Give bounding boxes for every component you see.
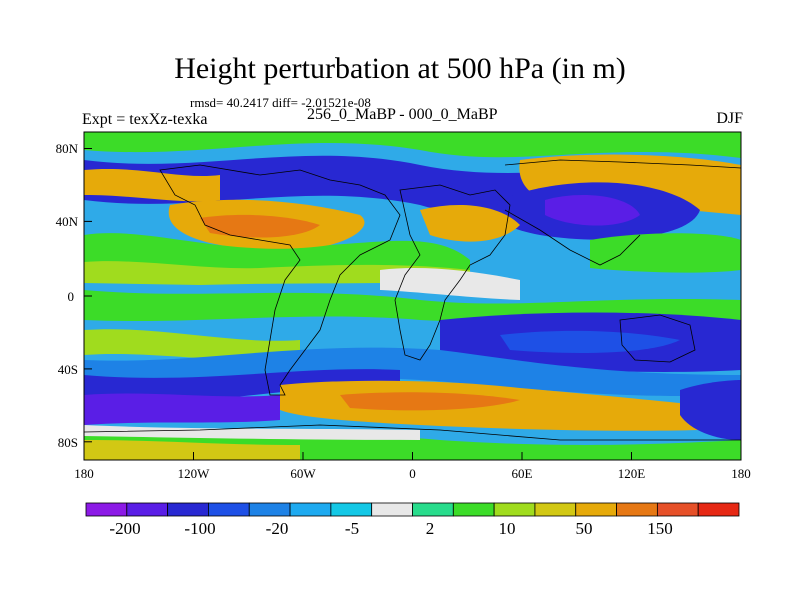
colorbar-label: 150	[647, 519, 673, 538]
stats-line: rmsd= 40.2417 diff= -2.01521e-08	[190, 95, 371, 110]
colorbar-swatch	[167, 502, 209, 517]
colorbar-swatch	[85, 502, 128, 517]
x-tick-label: 180	[731, 466, 751, 481]
colorbar-labels: -200 -100 -20 -5 2 10 50 150	[109, 519, 672, 538]
y-tick-label: 80S	[58, 435, 78, 450]
subtitle: 256_0_MaBP - 000_0_MaBP	[307, 106, 498, 123]
colorbar-swatch	[656, 502, 699, 517]
colorbar-swatch	[534, 502, 577, 517]
colorbar-swatch	[126, 502, 169, 517]
experiment-label: Expt = texXz-texka	[82, 111, 208, 128]
colorbar	[85, 502, 740, 517]
x-tick-label: 60W	[290, 466, 316, 481]
colorbar-label: -5	[345, 519, 359, 538]
colorbar-swatch	[371, 502, 413, 517]
y-tick-label: 80N	[56, 141, 79, 156]
colorbar-label: -200	[109, 519, 140, 538]
axis-ticks	[83, 148, 742, 460]
x-tick-label: 60E	[512, 466, 533, 481]
colorbar-swatch	[493, 502, 536, 517]
colorbar-label: -20	[266, 519, 289, 538]
colorbar-swatch	[697, 502, 740, 517]
colorbar-swatch	[452, 502, 495, 517]
x-tick-label: 120E	[618, 466, 646, 481]
x-tick-label: 120W	[178, 466, 211, 481]
colorbar-swatch	[208, 502, 250, 517]
colorbar-swatch	[412, 502, 454, 517]
y-tick-label: 0	[68, 289, 75, 304]
colorbar-swatch	[616, 502, 658, 517]
colorbar-swatch	[330, 502, 373, 517]
colorbar-label: -100	[184, 519, 215, 538]
colorbar-label: 50	[576, 519, 593, 538]
y-tick-labels: 80N 40N 0 40S 80S	[56, 141, 79, 450]
colorbar-swatch	[248, 502, 291, 517]
colorbar-swatch	[575, 502, 617, 517]
colorbar-label: 10	[499, 519, 516, 538]
colorbar-label: 2	[426, 519, 435, 538]
y-tick-label: 40N	[56, 214, 79, 229]
contour-field	[84, 132, 741, 460]
colorbar-swatch	[289, 502, 332, 517]
x-tick-label: 180	[74, 466, 94, 481]
map-title: Height perturbation at 500 hPa (in m)	[174, 52, 626, 85]
y-tick-label: 40S	[58, 362, 78, 377]
x-tick-label: 0	[409, 466, 416, 481]
season-label: DJF	[716, 110, 743, 127]
x-tick-labels: 180 120W 60W 0 60E 120E 180	[74, 466, 751, 481]
